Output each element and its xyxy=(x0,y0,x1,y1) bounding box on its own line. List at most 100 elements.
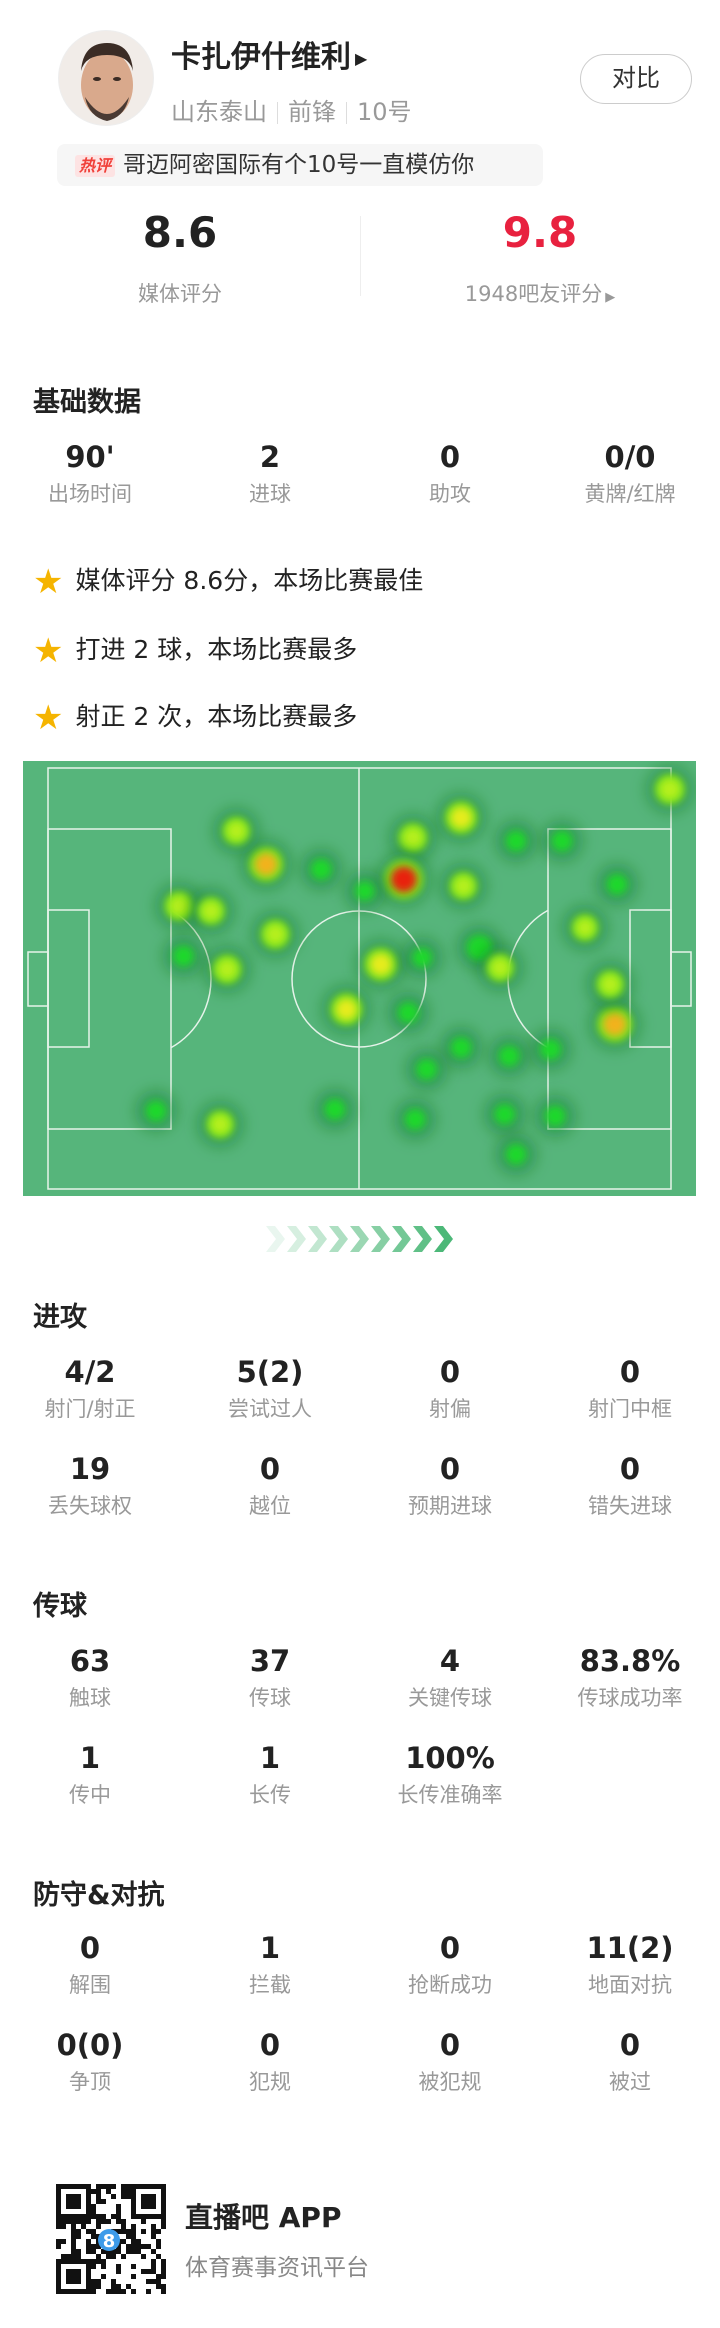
fan-rating-value: 9.8 xyxy=(502,208,578,257)
stat-label: 助攻 xyxy=(429,482,471,506)
highlight-item: ★ 打进 2 球，本场比赛最多 xyxy=(33,630,357,671)
expand-chevrons-icon[interactable] xyxy=(266,1224,456,1254)
stat-label: 越位 xyxy=(249,1494,291,1518)
stat-label: 被犯规 xyxy=(418,2070,482,2094)
stat-cell: 1 传中 xyxy=(0,1741,180,1809)
stat-cell: 0 解围 xyxy=(0,1931,180,1999)
stat-label: 错失进球 xyxy=(588,1494,672,1518)
stat-label: 被过 xyxy=(609,2070,651,2094)
heat-spot xyxy=(505,1143,527,1165)
stat-label: 射门中框 xyxy=(588,1397,672,1421)
stat-value: 4 xyxy=(439,1644,461,1678)
heat-spot xyxy=(310,858,332,880)
player-meta: 山东泰山 前锋 10号 xyxy=(171,92,412,127)
stat-cell: 37 传球 xyxy=(180,1644,360,1712)
section-title-passing: 传球 xyxy=(33,1591,87,1622)
stat-label: 抢断成功 xyxy=(408,1973,492,1997)
heat-core xyxy=(370,953,392,976)
star-icon: ★ xyxy=(33,562,64,602)
stat-cell: 5(2) 尝试过人 xyxy=(180,1355,360,1423)
compare-button[interactable]: 对比 xyxy=(580,54,692,104)
heat-spot xyxy=(145,1100,167,1122)
stat-cell: 0 犯规 xyxy=(180,2028,360,2096)
stat-value: 1 xyxy=(259,1741,281,1775)
stat-value: 5(2) xyxy=(236,1355,304,1389)
media-rating-value: 8.6 xyxy=(142,208,218,257)
player-name[interactable]: 卡扎伊什维利 ▶ xyxy=(171,32,367,76)
stat-label: 地面对抗 xyxy=(588,1973,672,1997)
hot-comment[interactable]: 热评 哥迈阿密国际有个10号一直模仿你 xyxy=(57,144,543,186)
stat-cell: 1 拦截 xyxy=(180,1931,360,1999)
stat-label: 射门/射正 xyxy=(44,1397,136,1421)
team-name: 山东泰山 xyxy=(171,98,267,126)
stat-label: 尝试过人 xyxy=(228,1397,312,1421)
stat-cell: 0/0 黄牌/红牌 xyxy=(540,440,720,508)
heat-spot xyxy=(397,1002,419,1024)
stat-value: 83.8% xyxy=(579,1644,681,1678)
stat-cell: 83.8% 传球成功率 xyxy=(540,1644,720,1712)
stat-value: 2 xyxy=(259,440,281,474)
player-name-text: 卡扎伊什维利 xyxy=(171,40,351,75)
heat-core xyxy=(450,807,472,829)
highlight-text: 打进 2 球，本场比赛最多 xyxy=(75,635,358,664)
stat-value: 1 xyxy=(259,1931,281,1965)
fan-rating-link[interactable]: 1948吧友评分 ▶ xyxy=(360,278,720,308)
stat-cell: 0 抢断成功 xyxy=(360,1931,540,1999)
stat-value: 90' xyxy=(65,440,115,474)
stat-value: 0(0) xyxy=(56,2028,124,2062)
heat-core xyxy=(576,919,594,937)
heat-core xyxy=(601,975,620,994)
heat-core xyxy=(454,877,473,895)
position: 前锋 xyxy=(288,98,336,126)
highlight-text: 媒体评分 8.6分，本场比赛最佳 xyxy=(75,566,424,595)
stat-cell: 4 关键传球 xyxy=(360,1644,540,1712)
heat-spot xyxy=(544,1105,566,1127)
stat-cell: 4/2 射门/射正 xyxy=(0,1355,180,1423)
stat-value: 0 xyxy=(439,1931,461,1965)
heat-core xyxy=(169,896,189,916)
heat-core xyxy=(211,1115,230,1134)
stat-cell: 0 被犯规 xyxy=(360,2028,540,2096)
hot-comment-text: 哥迈阿密国际有个10号一直模仿你 xyxy=(123,152,475,178)
stat-label: 丢失球权 xyxy=(48,1494,132,1518)
stat-cell: 0 错失进球 xyxy=(540,1452,720,1520)
heat-spot xyxy=(498,1045,520,1067)
heat-spot xyxy=(412,947,432,968)
heat-core xyxy=(202,902,221,920)
chevron-right-icon xyxy=(413,1226,432,1252)
heat-spot xyxy=(404,1108,426,1130)
stat-label: 拦截 xyxy=(249,1973,291,1997)
heat-spot xyxy=(494,1103,516,1125)
heat-core xyxy=(660,779,680,800)
heat-spot xyxy=(551,830,573,852)
heat-spot xyxy=(450,1037,472,1059)
stat-value: 0 xyxy=(619,2028,641,2062)
stat-label: 传球成功率 xyxy=(577,1686,683,1710)
stat-value: 0 xyxy=(439,440,461,474)
heatmap-pitch xyxy=(23,761,696,1196)
player-avatar[interactable] xyxy=(58,30,154,126)
stat-value: 0 xyxy=(79,1931,101,1965)
stat-cell: 90' 出场时间 xyxy=(0,440,180,508)
stat-cell: 2 进球 xyxy=(180,440,360,508)
stat-cell: 0 射门中框 xyxy=(540,1355,720,1423)
stat-value: 0 xyxy=(259,1452,281,1486)
stat-value: 0 xyxy=(439,1452,461,1486)
chevron-right-icon xyxy=(287,1226,306,1252)
app-logo-icon xyxy=(98,2229,120,2251)
stat-label: 长传 xyxy=(249,1783,291,1807)
stat-label: 传中 xyxy=(69,1783,111,1807)
stat-cell: 0 越位 xyxy=(180,1452,360,1520)
stat-cell: 100% 长传准确率 xyxy=(360,1741,540,1809)
stat-cell: 0 被过 xyxy=(540,2028,720,2096)
stat-cell: 0 助攻 xyxy=(360,440,540,508)
heat-spot xyxy=(324,1098,346,1120)
chevron-right-icon xyxy=(371,1226,390,1252)
media-rating-label: 媒体评分 xyxy=(138,282,222,306)
stat-cell: 11(2) 地面对抗 xyxy=(540,1931,720,1999)
hot-comment-tag: 热评 xyxy=(75,154,116,177)
caret-right-icon: ▶ xyxy=(355,49,368,68)
chevron-right-icon xyxy=(350,1226,369,1252)
stat-label: 出场时间 xyxy=(48,482,132,506)
stat-label: 争顶 xyxy=(69,2070,111,2094)
